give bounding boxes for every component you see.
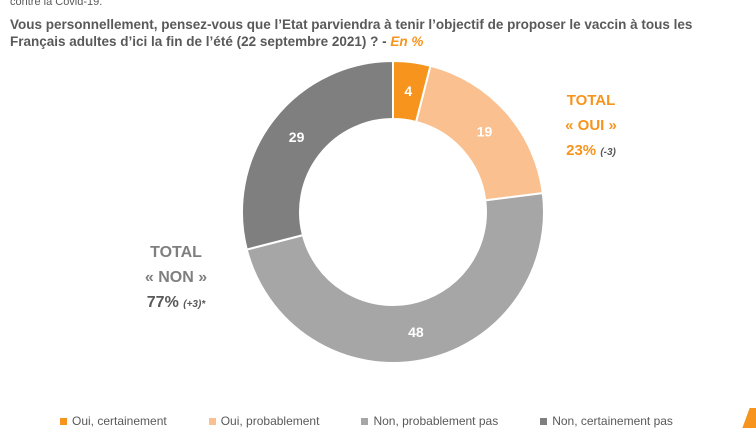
legend-item-1: Oui, probablement: [208, 414, 320, 428]
legend-swatch-3: [540, 417, 548, 425]
total-non-percent: 77%: [146, 294, 179, 311]
total-non-delta: (+3)*: [183, 299, 206, 310]
legend-item-2: Non, probablement pas: [361, 414, 498, 428]
legend-item-0: Oui, certainement: [60, 414, 167, 428]
legend-item-3: Non, certainement pas: [540, 414, 673, 428]
context-text: contre la Covid-19.: [10, 0, 103, 8]
donut-slice-3: [241, 59, 394, 251]
chart-legend: Oui, certainement Oui, probablement Non, p…: [60, 414, 673, 428]
question-body: Vous personnellement, pensez-vous que l’…: [10, 17, 693, 49]
legend-label-2: Non, probablement pas: [373, 414, 499, 428]
total-oui-title: TOTAL: [566, 92, 616, 109]
donut-value-label-0: 4: [404, 83, 412, 99]
legend-label-3: Non, certainement pas: [552, 414, 673, 428]
legend-label-1: Oui, probablement: [220, 414, 320, 428]
total-oui-label: « OUI »: [565, 117, 617, 134]
legend-swatch-2: [361, 417, 369, 425]
donut-value-label-2: 48: [408, 324, 424, 340]
legend-label-0: Oui, certainement: [72, 414, 167, 428]
total-oui-percent: 23%: [566, 142, 597, 159]
total-non-label: « NON »: [144, 269, 208, 286]
donut-value-label-1: 19: [477, 123, 493, 139]
legend-swatch-0: [60, 417, 67, 425]
total-oui-delta: (-3): [600, 147, 616, 158]
donut-slice-2: [245, 191, 545, 364]
donut-value-label-3: 29: [289, 129, 305, 145]
legend-swatch-1: [208, 417, 216, 425]
total-non-title: TOTAL: [150, 244, 202, 261]
unit-label: En %: [390, 34, 424, 49]
question-text: Vous personnellement, pensez-vous que l’…: [10, 16, 750, 50]
total-non-callout: TOTAL « NON » 77% (+3)*: [118, 240, 234, 317]
total-oui-callout: TOTAL « OUI » 23% (-3): [548, 88, 634, 165]
